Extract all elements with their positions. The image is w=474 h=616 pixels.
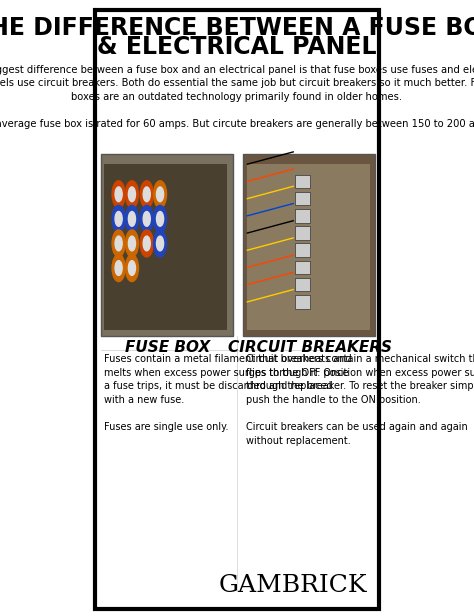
Circle shape (126, 205, 138, 232)
Circle shape (115, 211, 122, 226)
Circle shape (140, 205, 153, 232)
Circle shape (143, 211, 150, 226)
Bar (295, 174, 310, 188)
Bar (295, 243, 310, 257)
Circle shape (128, 211, 136, 226)
Bar (104, 164, 227, 330)
Circle shape (112, 205, 125, 232)
Text: The biggest difference between a fuse box and an electrical panel is that fuse b: The biggest difference between a fuse bo… (0, 65, 474, 102)
Bar (295, 192, 310, 205)
Circle shape (115, 187, 122, 201)
Circle shape (128, 236, 136, 251)
Circle shape (112, 180, 125, 208)
Text: Circuit breakers contain a mechanical switch that
flips to the OFF position when: Circuit breakers contain a mechanical sw… (246, 354, 474, 446)
Circle shape (154, 205, 166, 232)
Circle shape (154, 230, 166, 257)
Bar (295, 278, 310, 291)
Bar (247, 164, 370, 330)
Bar (101, 155, 233, 336)
Circle shape (112, 254, 125, 282)
Circle shape (128, 187, 136, 201)
Text: CIRCUIT BREAKERS: CIRCUIT BREAKERS (228, 340, 392, 355)
Bar (243, 155, 374, 336)
Text: THE DIFFERENCE BETWEEN A FUSE BOX: THE DIFFERENCE BETWEEN A FUSE BOX (0, 17, 474, 41)
Circle shape (154, 180, 166, 208)
Circle shape (126, 254, 138, 282)
Text: GAMBRICK: GAMBRICK (219, 574, 367, 597)
Circle shape (156, 236, 164, 251)
Text: & ELECTRICAL PANEL: & ELECTRICAL PANEL (97, 34, 377, 59)
Circle shape (128, 261, 136, 275)
Circle shape (115, 261, 122, 275)
Bar (295, 261, 310, 274)
Bar (295, 295, 310, 309)
Bar (295, 209, 310, 222)
Circle shape (140, 180, 153, 208)
Circle shape (140, 230, 153, 257)
Text: Fuses contain a metal filament that overheats and
melts when excess power surges: Fuses contain a metal filament that over… (104, 354, 351, 432)
Circle shape (112, 230, 125, 257)
FancyBboxPatch shape (95, 10, 379, 609)
Bar (295, 226, 310, 240)
Text: The average fuse box is rated for 60 amps. But circute breakers are generally be: The average fuse box is rated for 60 amp… (0, 119, 474, 129)
Circle shape (143, 236, 150, 251)
Circle shape (156, 187, 164, 201)
Text: FUSE BOX: FUSE BOX (125, 340, 210, 355)
Circle shape (156, 211, 164, 226)
Circle shape (115, 236, 122, 251)
Circle shape (143, 187, 150, 201)
Circle shape (126, 180, 138, 208)
Circle shape (126, 230, 138, 257)
